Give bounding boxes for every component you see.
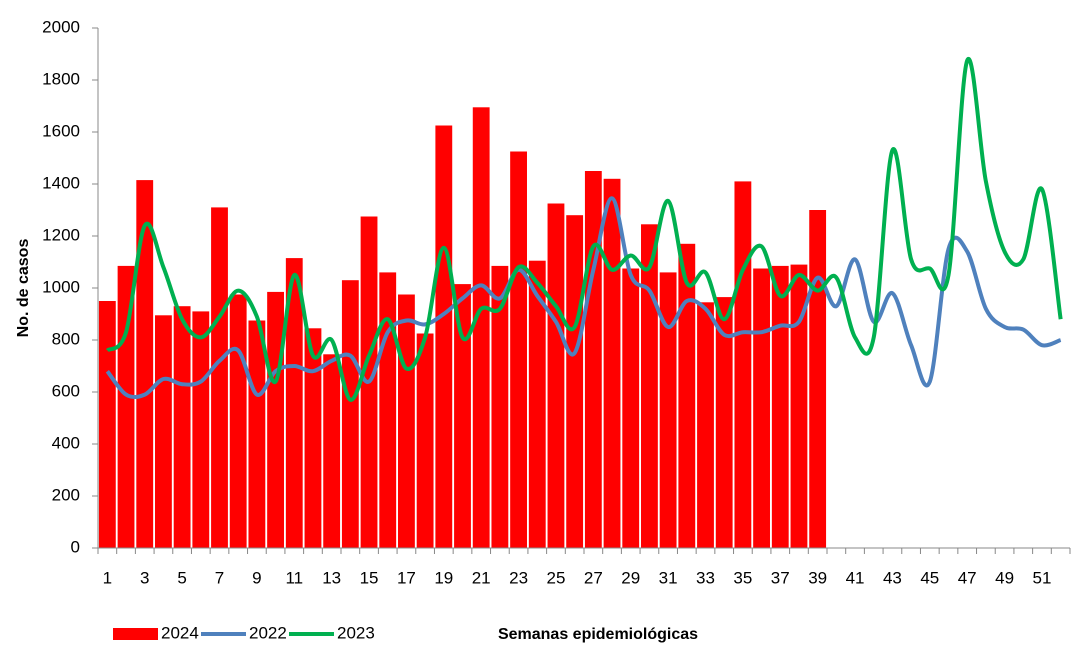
bar (229, 294, 247, 548)
line (105, 56, 1063, 402)
x-tick-label: 25 (547, 568, 566, 587)
bar (136, 180, 154, 548)
x-tick-label: 49 (995, 568, 1014, 587)
y-tick-label: 600 (52, 381, 80, 400)
y-tick-label: 0 (71, 537, 80, 556)
y-tick-label: 1400 (42, 173, 80, 192)
bar (697, 302, 714, 548)
bar (491, 265, 509, 548)
bar (641, 224, 658, 549)
bar (211, 207, 228, 548)
x-tick-label: 19 (434, 568, 453, 587)
x-tick-label: 15 (360, 568, 379, 587)
x-tick-label: 37 (771, 568, 790, 587)
bar (510, 151, 527, 548)
x-tick-label: 45 (920, 568, 939, 587)
bar (715, 297, 733, 548)
y-tick-label: 1000 (42, 277, 80, 296)
bar (117, 265, 135, 548)
bar (734, 181, 752, 548)
bar (192, 311, 210, 548)
x-tick-label: 7 (215, 568, 224, 587)
y-tick-label: 1800 (42, 69, 80, 88)
bar (98, 301, 116, 548)
bar (267, 291, 284, 548)
x-tick-label: 39 (808, 568, 827, 587)
y-tick-label: 400 (52, 433, 80, 452)
bar (622, 268, 640, 548)
legend-label: 2022 (249, 623, 287, 642)
x-tick-label: 35 (733, 568, 752, 587)
x-tick-label: 23 (509, 568, 528, 587)
bar (416, 333, 434, 548)
x-tick-label: 41 (846, 568, 865, 587)
x-tick-label: 9 (252, 568, 261, 587)
bar (771, 265, 789, 548)
x-tick-label: 21 (472, 568, 491, 587)
bar (454, 284, 471, 548)
y-tick-label: 800 (52, 329, 80, 348)
bar (398, 294, 415, 548)
bar (659, 272, 677, 548)
x-tick-label: 27 (584, 568, 603, 587)
y-tick-label: 1600 (42, 121, 80, 140)
bar (285, 258, 303, 548)
y-tick-label: 2000 (42, 17, 80, 36)
bar (435, 125, 453, 548)
x-tick-label: 43 (883, 568, 902, 587)
bar (566, 215, 584, 548)
x-axis-title: Semanas epidemiológicas (498, 626, 698, 643)
x-tick-label: 11 (285, 568, 303, 587)
legend-label: 2024 (161, 623, 199, 642)
x-tick-label: 13 (322, 568, 341, 587)
x-tick-label: 1 (103, 568, 112, 587)
y-tick-label: 200 (52, 485, 80, 504)
bar (790, 264, 808, 548)
bar (341, 280, 359, 548)
bar (379, 272, 397, 548)
x-tick-label: 5 (177, 568, 186, 587)
x-tick-label: 51 (1033, 568, 1052, 587)
bar (547, 203, 565, 548)
bar (155, 315, 172, 548)
bar (173, 306, 191, 548)
bar (472, 107, 490, 549)
bar (809, 210, 827, 548)
bar (753, 268, 770, 548)
bar (248, 320, 266, 548)
bar (528, 260, 546, 548)
x-tick-label: 17 (397, 568, 416, 587)
y-axis-title: No. de casos (15, 239, 32, 338)
legend-label: 2023 (337, 623, 375, 642)
x-tick-label: 47 (958, 568, 977, 587)
bar (304, 328, 322, 548)
y-tick-label: 1200 (42, 225, 80, 244)
x-tick-label: 31 (659, 568, 678, 587)
bar (603, 178, 621, 549)
x-tick-label: 33 (696, 568, 715, 587)
legend-swatch (113, 628, 158, 640)
x-tick-label: 3 (140, 568, 149, 587)
bar (323, 354, 341, 548)
bar (678, 243, 696, 549)
bar (584, 171, 602, 548)
x-tick-label: 29 (621, 568, 640, 587)
